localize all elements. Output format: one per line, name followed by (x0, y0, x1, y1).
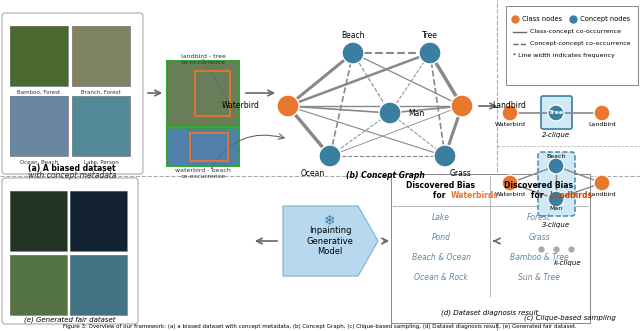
Text: 2-clique: 2-clique (542, 132, 570, 138)
FancyBboxPatch shape (538, 152, 575, 216)
Text: * Line width indicates frequency: * Line width indicates frequency (513, 54, 615, 59)
Circle shape (451, 95, 473, 117)
FancyBboxPatch shape (10, 96, 68, 156)
Text: Ocean & Rock: Ocean & Rock (414, 273, 468, 282)
Circle shape (419, 42, 441, 64)
Text: Discovered Bias: Discovered Bias (504, 181, 573, 191)
Circle shape (548, 158, 564, 174)
Text: Concept-concept co-occurrence: Concept-concept co-occurrence (528, 41, 630, 46)
Circle shape (594, 175, 610, 191)
FancyBboxPatch shape (10, 191, 67, 251)
Text: Grass: Grass (450, 169, 472, 178)
Text: 3-clique: 3-clique (542, 222, 570, 228)
Text: Landbird: Landbird (588, 192, 616, 197)
Text: Man: Man (408, 109, 424, 118)
Text: Man: Man (549, 207, 563, 212)
FancyBboxPatch shape (72, 96, 130, 156)
FancyBboxPatch shape (167, 61, 239, 126)
FancyBboxPatch shape (541, 96, 572, 129)
Circle shape (319, 145, 341, 167)
Text: Tree: Tree (422, 31, 438, 40)
Circle shape (594, 105, 610, 121)
Text: for: for (433, 192, 449, 201)
Text: Ocean, Beach: Ocean, Beach (20, 160, 58, 165)
Circle shape (548, 191, 564, 207)
Text: Landbird: Landbird (492, 102, 526, 111)
FancyBboxPatch shape (70, 255, 127, 315)
FancyBboxPatch shape (2, 13, 143, 174)
Text: Lake, Person: Lake, Person (84, 160, 118, 165)
FancyBboxPatch shape (2, 178, 138, 324)
Text: Beach: Beach (547, 154, 566, 159)
FancyBboxPatch shape (167, 128, 239, 166)
Text: Sun & Tree: Sun & Tree (518, 273, 560, 282)
Text: Class-concept co-occurrence: Class-concept co-occurrence (528, 29, 621, 34)
FancyBboxPatch shape (391, 174, 590, 323)
Circle shape (277, 95, 299, 117)
Text: Waterbird: Waterbird (222, 102, 260, 111)
FancyBboxPatch shape (506, 6, 638, 85)
Polygon shape (283, 206, 378, 276)
Text: Inpainting
Generative
Model: Inpainting Generative Model (307, 226, 353, 256)
FancyBboxPatch shape (167, 61, 239, 126)
Text: for: for (531, 192, 547, 201)
Text: Landbird: Landbird (588, 121, 616, 126)
Text: ❄: ❄ (324, 214, 336, 228)
Text: Branch, Forest: Branch, Forest (81, 90, 121, 95)
Text: (c) Clique-based sampling: (c) Clique-based sampling (524, 314, 616, 321)
Text: Beach & Ocean: Beach & Ocean (412, 254, 470, 262)
Circle shape (548, 105, 564, 121)
FancyBboxPatch shape (70, 191, 127, 251)
Text: Discovered Bias: Discovered Bias (406, 181, 476, 191)
Circle shape (342, 42, 364, 64)
FancyBboxPatch shape (10, 191, 67, 251)
FancyBboxPatch shape (10, 96, 68, 156)
Text: Figure 3: Overview of our framework: (a) a biased dataset with concept metadata,: Figure 3: Overview of our framework: (a)… (63, 324, 577, 329)
Text: Concept nodes: Concept nodes (578, 16, 630, 22)
FancyBboxPatch shape (72, 26, 130, 86)
Text: Pond: Pond (431, 233, 451, 243)
Text: Waterbird: Waterbird (495, 121, 525, 126)
FancyBboxPatch shape (72, 96, 130, 156)
Circle shape (502, 175, 518, 191)
Text: (d) Dataset diagnosis result: (d) Dataset diagnosis result (442, 309, 539, 316)
Circle shape (502, 105, 518, 121)
FancyBboxPatch shape (10, 26, 68, 86)
Text: with concept metadata: with concept metadata (28, 171, 116, 180)
FancyBboxPatch shape (10, 255, 67, 315)
Text: Lake: Lake (432, 213, 450, 222)
Text: co-occurrence: co-occurrence (180, 174, 225, 179)
Text: Forest: Forest (527, 213, 551, 222)
FancyBboxPatch shape (72, 26, 130, 86)
Text: Ocean: Ocean (301, 169, 325, 178)
Text: (e) Generated fair dataset: (e) Generated fair dataset (24, 316, 116, 323)
Text: co-occurrence: co-occurrence (180, 60, 225, 65)
FancyBboxPatch shape (10, 255, 67, 315)
Text: landbird - tree: landbird - tree (180, 54, 225, 59)
FancyBboxPatch shape (167, 128, 239, 166)
Text: Waterbirds: Waterbirds (451, 192, 499, 201)
Text: Waterbird: Waterbird (495, 192, 525, 197)
Text: Class nodes: Class nodes (520, 16, 562, 22)
Text: Grass: Grass (528, 233, 550, 243)
Text: Beach: Beach (341, 31, 365, 40)
FancyBboxPatch shape (70, 255, 127, 315)
Text: k-clique: k-clique (554, 260, 582, 266)
Text: (a) A biased dataset: (a) A biased dataset (28, 164, 116, 172)
Text: Tree: Tree (548, 111, 564, 116)
Circle shape (379, 102, 401, 124)
Text: Bamboo & Tree: Bamboo & Tree (509, 254, 568, 262)
FancyBboxPatch shape (10, 26, 68, 86)
Text: Bamboo, Forest: Bamboo, Forest (17, 90, 61, 95)
Text: (b) Concept Graph: (b) Concept Graph (346, 171, 424, 180)
Text: waterbird - beach: waterbird - beach (175, 168, 231, 173)
Text: Landbirds: Landbirds (549, 192, 592, 201)
FancyBboxPatch shape (70, 191, 127, 251)
Circle shape (434, 145, 456, 167)
